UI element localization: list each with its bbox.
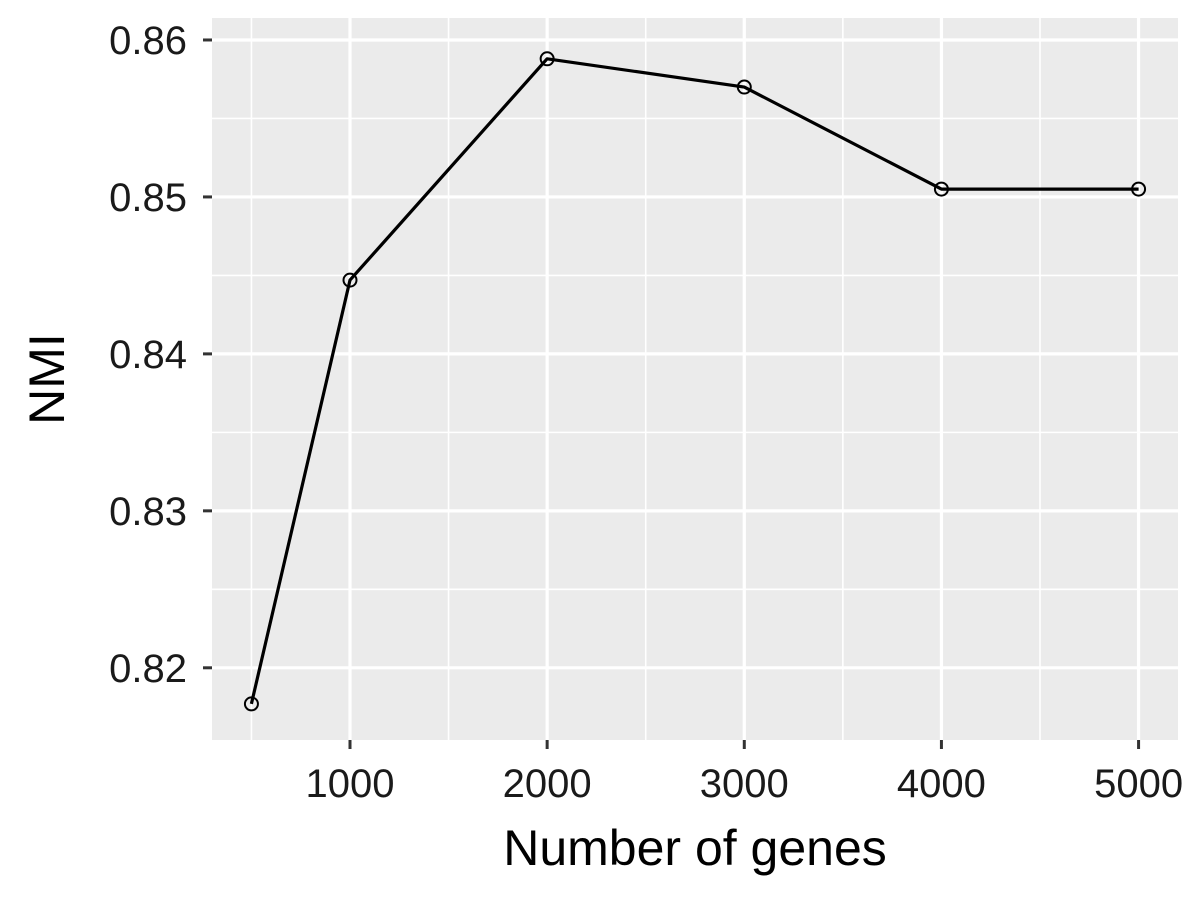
axis-ticks <box>203 38 1141 749</box>
y-axis-title: NMI <box>19 333 75 425</box>
y-tick-label: 0.82 <box>109 647 187 691</box>
major-gridlines <box>212 18 1178 740</box>
data-point <box>933 181 949 197</box>
x-axis-tick-labels: 1000 2000 3000 4000 5000 <box>306 762 1184 806</box>
plot-panel <box>212 18 1178 740</box>
data-point <box>736 79 752 95</box>
x-axis-title: Number of genes <box>503 820 887 876</box>
y-axis-tick-labels: 0.82 0.83 0.84 0.85 0.86 <box>109 19 187 691</box>
data-point <box>342 272 358 288</box>
nmi-series-line <box>249 57 1139 705</box>
x-tick-label: 1000 <box>306 762 395 806</box>
x-tick-label: 3000 <box>700 762 789 806</box>
y-tick-label: 0.83 <box>109 490 187 534</box>
data-point <box>1131 181 1147 197</box>
y-tick-label: 0.84 <box>109 333 187 377</box>
x-tick-label: 4000 <box>897 762 986 806</box>
data-point <box>243 696 259 712</box>
nmi-data-points <box>243 51 1147 712</box>
y-tick-label: 0.85 <box>109 176 187 220</box>
x-tick-label: 2000 <box>503 762 592 806</box>
data-point <box>539 51 555 67</box>
y-tick-label: 0.86 <box>109 19 187 63</box>
x-tick-label: 5000 <box>1094 762 1183 806</box>
